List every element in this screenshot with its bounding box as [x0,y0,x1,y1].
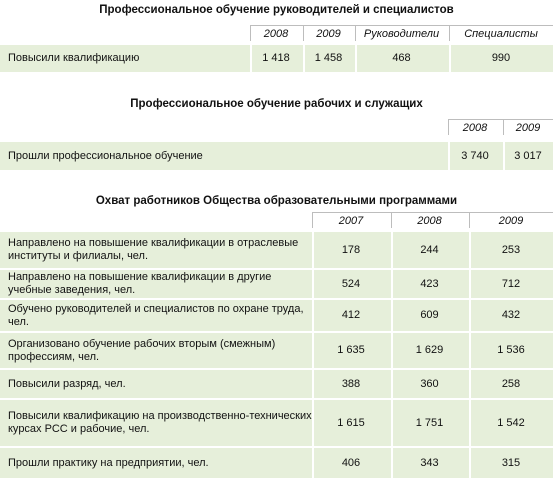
cell-value: 253 [501,243,521,256]
header-divider [449,25,450,41]
column-header: 2009 [515,122,541,134]
cell-gap [469,232,471,268]
column-header: Специалисты [464,28,538,40]
header-divider [355,25,356,41]
cell-value: 406 [341,456,361,469]
cell-value: 524 [341,277,361,290]
cell-value: 3 017 [514,149,542,162]
row-label: Направлено на повышение квалификации в о… [8,237,299,262]
cell-gap [449,45,451,72]
cell-gap [312,270,314,298]
column-header: 2009 [316,28,341,40]
column-header: 2008 [263,28,289,40]
cell-value: 343 [420,456,439,469]
cell-value: 609 [420,309,439,321]
column-header: 2009 [498,215,524,227]
cell-value: 258 [501,377,521,390]
cell-value: 423 [420,277,439,290]
row-label: Организовано обучение рабочих вторым (см… [8,337,276,363]
cell-gap [391,232,393,268]
column-header: 2008 [462,122,488,134]
cell-gap [312,370,314,398]
cell-gap [469,270,471,298]
cell-gap [391,448,393,478]
cell-value: 412 [341,309,361,321]
row-label: Повысили разряд, чел. [8,377,126,390]
cell-value: 3 740 [461,149,489,162]
row-band [0,370,553,398]
row-label: Прошли профессиональное обучение [8,149,203,162]
row-band [0,400,553,446]
cell-gap [391,333,393,368]
cell-gap [312,448,314,478]
cell-gap [469,333,471,368]
header-line [448,119,553,120]
row-band [0,45,553,72]
row-label: Повысили квалификацию [8,52,140,64]
cell-gap [250,45,252,72]
cell-value: 1 635 [337,344,365,356]
cell-value: 1 615 [337,416,365,429]
header-divider [391,212,392,228]
header-line [312,212,553,213]
cell-value: 712 [501,277,521,290]
cell-gap [503,142,505,170]
header-divider [469,212,470,228]
row-label: Обучено руководителей и специалистов по … [8,302,304,328]
row-band [0,333,553,368]
cell-value: 315 [501,456,521,469]
cell-value: 468 [392,52,411,64]
cell-value: 990 [491,52,511,64]
cell-gap [355,45,357,72]
cell-value: 178 [341,243,361,256]
cell-gap [312,232,314,268]
cell-value: 1 536 [497,344,525,356]
cell-gap [312,400,314,446]
cell-gap [469,448,471,478]
cell-gap [469,400,471,446]
cell-gap [312,300,314,331]
header-divider [503,119,504,135]
cell-value: 1 629 [415,344,444,356]
row-label: Прошли практику на предприятии, чел. [8,456,209,469]
row-band [0,270,553,298]
cell-value: 388 [341,377,361,390]
cell-value: 1 418 [262,52,290,64]
cell-gap [391,370,393,398]
row-band [0,232,553,268]
header-divider [250,25,251,41]
header-divider [448,119,449,135]
column-header: 2008 [417,215,442,227]
table-title: Охват работников Общества образовательны… [95,195,458,207]
cell-value: 1 458 [314,52,343,64]
cell-value: 1 542 [497,416,525,429]
header-divider [312,212,313,228]
column-header: Руководители [363,28,440,40]
cell-gap [391,300,393,331]
row-label: Повысили квалификацию на производственно… [8,410,312,435]
cell-gap [303,45,305,72]
cell-value: 1 751 [415,416,444,429]
cell-gap [469,370,471,398]
row-label: Направлено на повышение квалификации в д… [8,271,272,296]
cell-gap [448,142,450,170]
cell-gap [312,333,314,368]
row-band [0,448,553,478]
cell-value: 244 [420,243,439,256]
table-title: Профессиональное обучение рабочих и служ… [130,98,423,110]
cell-value: 360 [420,377,439,390]
row-band [0,300,553,331]
header-divider [303,25,304,41]
table-title: Профессиональное обучение руководителей … [99,4,454,16]
header-line [250,25,553,26]
cell-gap [391,270,393,298]
cell-gap [391,400,393,446]
row-band [0,142,553,170]
column-header: 2007 [338,215,364,227]
cell-gap [469,300,471,331]
cell-value: 432 [501,309,521,321]
